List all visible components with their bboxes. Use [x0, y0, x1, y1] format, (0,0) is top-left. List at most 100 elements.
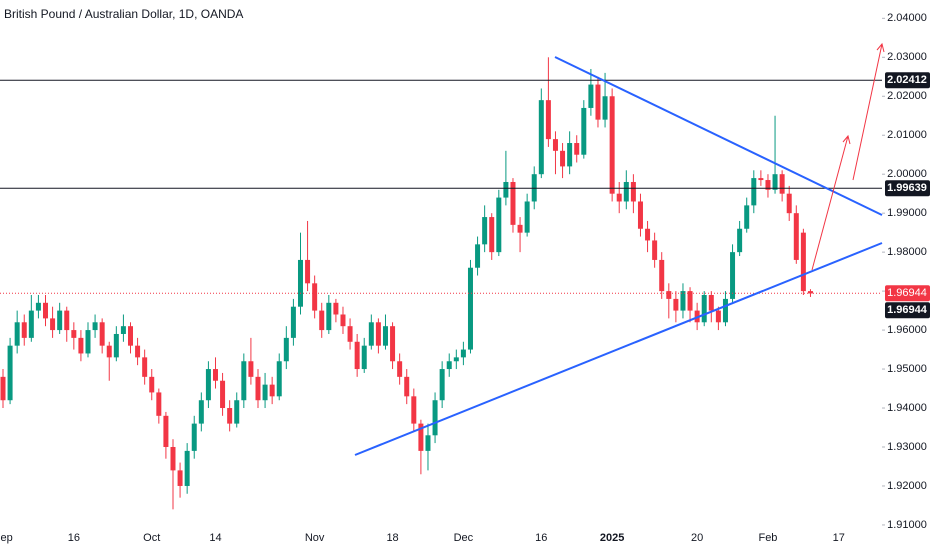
candle-body — [262, 384, 268, 401]
candle-body — [786, 193, 792, 214]
projection-arrow — [811, 134, 851, 271]
last-price-box — [885, 285, 930, 302]
x-tick-label: 20 — [691, 532, 703, 544]
candle-body — [602, 96, 608, 120]
level-label-box — [885, 72, 930, 89]
candle-body — [283, 337, 289, 362]
candle-body — [560, 150, 566, 167]
candle-body — [460, 349, 466, 358]
candle-body — [361, 345, 367, 370]
candle-body — [751, 178, 757, 206]
x-tick-label: 2025 — [600, 532, 624, 544]
candle-body — [581, 107, 587, 155]
candle-body — [142, 357, 148, 377]
chart-title: British Pound / Australian Dollar, 1D, O… — [4, 7, 243, 21]
candle-body — [687, 291, 693, 311]
candle-body — [71, 330, 77, 338]
x-tick-label: Sep — [0, 532, 13, 544]
candle-body — [99, 322, 105, 346]
candle-body — [503, 181, 509, 198]
candle-body — [630, 181, 636, 202]
candle-body — [28, 310, 34, 338]
candle-body — [354, 341, 360, 370]
candle-body — [475, 244, 481, 268]
candle-body — [120, 326, 126, 334]
candle-body — [57, 310, 63, 331]
candle-body — [85, 330, 91, 354]
candle-body — [340, 314, 346, 327]
candle-body — [35, 302, 41, 311]
candle-body — [446, 361, 452, 370]
candle-body — [163, 415, 169, 447]
candle-body — [595, 84, 601, 120]
x-tick-label: 18 — [386, 532, 398, 544]
candle-body — [212, 369, 218, 381]
candle-body — [7, 345, 13, 401]
candle-body — [708, 295, 714, 311]
x-tick-label: 16 — [535, 532, 547, 544]
level-label-box — [885, 180, 930, 197]
candle-body — [21, 322, 27, 338]
candle-body — [588, 84, 594, 108]
candle-body — [347, 326, 353, 342]
candle-body — [800, 232, 806, 292]
candle-body — [637, 201, 643, 229]
candle-body — [730, 252, 736, 299]
candle-body — [411, 396, 417, 424]
candle-body — [779, 174, 785, 194]
candle-body — [14, 322, 20, 346]
candle-body — [382, 326, 388, 346]
candle-body — [106, 345, 112, 358]
level-label: 2.02412 — [887, 74, 927, 86]
candle-body — [255, 376, 261, 401]
candle-body — [227, 408, 233, 424]
y-tick-label: 1.99000 — [887, 207, 927, 219]
candle-body — [92, 322, 98, 331]
candle-body — [496, 197, 502, 253]
candle-body — [574, 143, 580, 155]
candle-body — [680, 291, 686, 311]
candle-body — [368, 322, 374, 346]
y-tick-label: 2.01000 — [887, 129, 927, 141]
candle-body — [552, 139, 558, 151]
x-tick-label: Feb — [758, 532, 777, 544]
projection-arrow — [852, 42, 885, 181]
candle-body — [722, 298, 728, 323]
resistance-trendline — [554, 56, 883, 216]
x-tick-label: Nov — [305, 532, 325, 544]
candle-body — [432, 400, 438, 436]
candle-body — [652, 240, 658, 260]
candle-body — [170, 446, 176, 471]
candle-body — [177, 470, 183, 486]
y-tick-label: 1.98000 — [887, 246, 927, 258]
candle-body — [715, 310, 721, 323]
candle-body — [149, 376, 155, 393]
y-tick-label: 2.04000 — [887, 12, 927, 24]
close-price-label: 1.96944 — [887, 304, 928, 316]
candle-body — [453, 357, 459, 362]
y-tick-label: 2.03000 — [887, 51, 927, 63]
candle-body — [758, 178, 764, 181]
candle-body — [0, 376, 6, 401]
y-tick-label: 1.96000 — [887, 324, 927, 336]
level-label: 1.99639 — [887, 182, 927, 194]
candle-body — [793, 213, 799, 260]
y-tick-label: 1.93000 — [887, 441, 927, 453]
candle-body — [673, 298, 679, 311]
candle-body — [744, 205, 750, 229]
close-price-box — [885, 302, 930, 319]
y-tick-label: 1.94000 — [887, 402, 927, 414]
candle-body — [510, 181, 516, 225]
candle-body — [467, 267, 473, 350]
candle-body — [765, 180, 771, 190]
candle-body — [482, 217, 488, 245]
candle-body — [241, 361, 247, 401]
candle-body — [609, 96, 615, 194]
candle-body — [333, 302, 339, 315]
candle-body — [290, 306, 296, 338]
last-price-label: 1.96944 — [887, 287, 927, 299]
candle-body — [489, 217, 495, 253]
candle-body — [390, 326, 396, 362]
candle-body — [42, 302, 48, 319]
